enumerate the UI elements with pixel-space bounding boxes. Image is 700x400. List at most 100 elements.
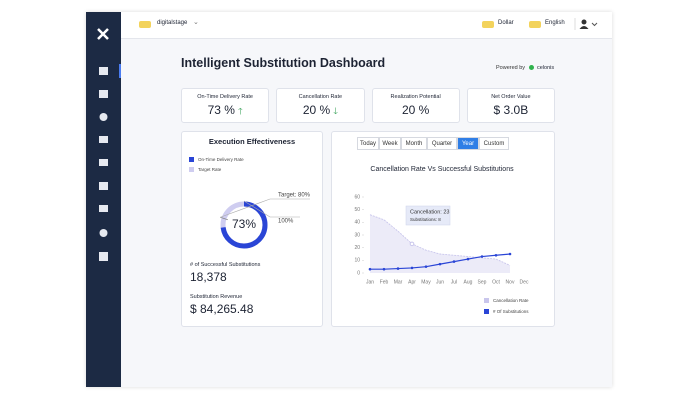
brand: celonis <box>537 65 555 71</box>
kpi-card <box>181 88 270 123</box>
profile-icon[interactable] <box>99 252 108 261</box>
chevron[interactable]: ⌄ <box>193 19 199 26</box>
powered-by: Powered by <box>496 65 526 71</box>
tooltip-text: Substitutions: 8 <box>410 217 441 222</box>
y-tick-label: 0 <box>357 270 360 276</box>
users-icon[interactable] <box>99 113 108 121</box>
x-tick-label: Sep <box>478 279 487 285</box>
kpi-label: Cancellation Rate <box>298 94 343 100</box>
legend-swatch <box>189 157 194 162</box>
filter-tab[interactable]: Today <box>357 137 379 150</box>
execution-panel <box>181 131 323 327</box>
x-tick-label: Jul <box>451 279 457 285</box>
hover-point <box>409 241 415 247</box>
language[interactable]: English <box>545 20 565 26</box>
currency[interactable]: Dollar <box>498 20 514 26</box>
org-badge <box>139 21 151 28</box>
legend-swatch <box>484 298 489 303</box>
trend-arrow: 🡑 <box>237 106 243 116</box>
x-tick-label: Oct <box>492 279 500 285</box>
filter-tab[interactable]: Custom <box>479 137 509 150</box>
line <box>369 214 511 266</box>
y-tick-label: 30 <box>354 232 360 238</box>
panel-title: Execution Effectiveness <box>208 137 296 146</box>
kpi-value: 20 % <box>401 103 430 117</box>
page-title: Intelligent Substitution Dashboard <box>181 56 386 70</box>
y-tick-label: 40 <box>354 220 360 226</box>
point <box>438 262 442 266</box>
point <box>466 257 470 261</box>
point <box>480 255 484 258</box>
trend-arrow: 🡓 <box>333 106 338 116</box>
x-tick-label: Dec <box>520 279 529 285</box>
cart-icon[interactable] <box>99 136 108 143</box>
kpi-card <box>466 88 555 123</box>
stat-label: Substitution Revenue <box>190 294 243 300</box>
language-badge <box>529 21 541 28</box>
max-label: 100% <box>278 219 294 225</box>
point <box>368 267 372 271</box>
point <box>396 267 400 270</box>
active-indicator <box>119 64 121 78</box>
y-tick-label: 60 <box>354 194 360 200</box>
x-tick-label: Aug <box>464 279 473 285</box>
x-tick-label: May <box>421 279 431 285</box>
kpi-card <box>276 88 365 123</box>
y-tick-label: 10 <box>354 258 360 264</box>
target-label: Target: 80% <box>278 193 311 199</box>
chart-title: Cancellation Rate Vs Successful Substitu… <box>370 166 514 173</box>
sidebar-icons <box>97 28 121 261</box>
legend-label: On-Time Delivery Rate <box>198 157 244 162</box>
target-leader <box>220 198 310 218</box>
legend-label: Cancellation Rate <box>493 298 529 303</box>
area <box>370 214 510 273</box>
point <box>452 260 456 263</box>
settings-icon[interactable] <box>99 229 108 237</box>
donut-value: 73% <box>232 217 256 231</box>
x-tick-label: Jan <box>366 279 374 285</box>
briefcase-icon[interactable] <box>99 159 108 166</box>
tooltip <box>405 205 451 226</box>
stat-label: # of Successful Substitutions <box>190 262 261 268</box>
box-icon[interactable] <box>99 182 108 190</box>
point <box>424 265 428 268</box>
x-tick-label: Nov <box>506 279 515 285</box>
filter-tab[interactable]: Year <box>457 137 479 150</box>
target-tick <box>220 216 228 221</box>
logo <box>97 28 109 40</box>
legend-swatch <box>189 167 194 172</box>
donut-arc <box>220 201 268 249</box>
kpi-label: On-Time Delivery Rate <box>197 94 253 100</box>
tag-icon[interactable] <box>99 205 108 212</box>
swap-icon[interactable] <box>99 90 108 98</box>
legend-swatch <box>484 309 489 314</box>
point <box>508 252 512 256</box>
kpi-value: 20 % 🡓 <box>302 103 338 117</box>
x-tick-label: Jun <box>436 279 444 285</box>
point <box>494 253 498 257</box>
stat-value: 18,378 <box>190 270 227 284</box>
trend-panel <box>331 131 555 327</box>
filter-tab[interactable]: Week <box>379 137 401 150</box>
filter-tab[interactable]: Quarter <box>427 137 457 150</box>
x-tick-label: Mar <box>394 279 403 285</box>
y-tick-label: 50 <box>354 207 360 213</box>
brand-dot <box>529 65 534 70</box>
point <box>382 267 386 271</box>
y-tick-label: 20 <box>354 245 360 251</box>
kpi-value: 73 % 🡑 <box>207 103 243 117</box>
user-menu[interactable] <box>574 17 600 31</box>
org-name[interactable]: digitalstage <box>157 20 188 26</box>
x-tick-label: Apr <box>408 279 416 285</box>
filter-tab[interactable]: Month <box>401 137 427 150</box>
kpi-value: $ 3.0B <box>493 103 529 117</box>
point <box>410 266 414 270</box>
home-icon[interactable] <box>99 67 108 75</box>
kpi-card <box>371 88 460 123</box>
x-tick-label: Feb <box>380 279 389 285</box>
stat-value: $ 84,265.48 <box>190 302 254 316</box>
tooltip-text: Cancellation: 23 <box>410 209 449 215</box>
max-leader <box>243 200 300 218</box>
